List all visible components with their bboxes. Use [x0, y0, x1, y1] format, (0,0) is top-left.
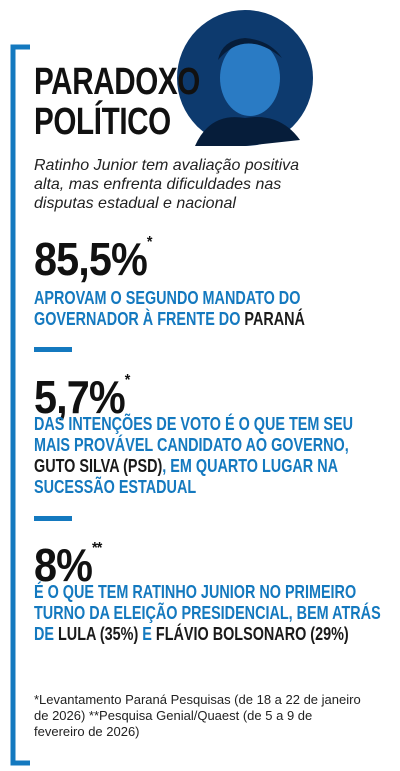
description-part: GUTO SILVA (PSD)	[34, 456, 163, 476]
figure-value: 8%	[34, 539, 93, 591]
description-part: PARANÁ	[244, 309, 305, 329]
figure-value: 85,5%	[34, 233, 148, 285]
stat-figure: 85,5%*	[34, 232, 153, 286]
stat-description: DAS INTENÇÕES DE VOTO É O QUE TEM SEU MA…	[34, 414, 390, 498]
description-part: É O QUE TEM RATINHO JUNIOR NO PRIMEIRO T…	[34, 582, 381, 644]
separator	[34, 516, 72, 521]
figure-value: 5,7%	[34, 371, 126, 423]
stat-description: É O QUE TEM RATINHO JUNIOR NO PRIMEIRO T…	[34, 582, 390, 645]
portrait-face	[220, 40, 280, 116]
description-part: LULA (35%)	[58, 624, 139, 644]
description-part: FLÁVIO BOLSONARO (29%)	[155, 624, 349, 644]
description-part: APROVAM O SEGUNDO MANDATO DO GOVERNADOR …	[34, 288, 301, 329]
description-part: DAS INTENÇÕES DE VOTO É O QUE TEM SEU MA…	[34, 414, 353, 455]
stat-figure: 8%**	[34, 538, 102, 592]
subtitle: Ratinho Junior tem avaliação positiva al…	[34, 157, 300, 212]
footnote: *Levantamento Paraná Pesquisas (de 18 a …	[34, 692, 361, 739]
stat-description: APROVAM O SEGUNDO MANDATO DO GOVERNADOR …	[34, 288, 390, 330]
title-line: PARADOXO	[34, 61, 200, 103]
stat-figure: 5,7%*	[34, 370, 131, 424]
description-part: , EM QUARTO LUGAR NA SUCESSÃO ESTADUAL	[34, 456, 338, 497]
figure-mark: *	[146, 234, 153, 251]
figure-mark: **	[92, 540, 102, 557]
figure-mark: *	[124, 372, 131, 389]
bracket	[10, 44, 30, 766]
title-line: POLÍTICO	[34, 101, 171, 143]
separator	[34, 347, 72, 352]
description-part: E	[138, 624, 156, 644]
title: PARADOXO POLÍTICO	[34, 62, 200, 142]
portrait-hair	[218, 38, 282, 60]
portrait-suit	[195, 116, 300, 146]
